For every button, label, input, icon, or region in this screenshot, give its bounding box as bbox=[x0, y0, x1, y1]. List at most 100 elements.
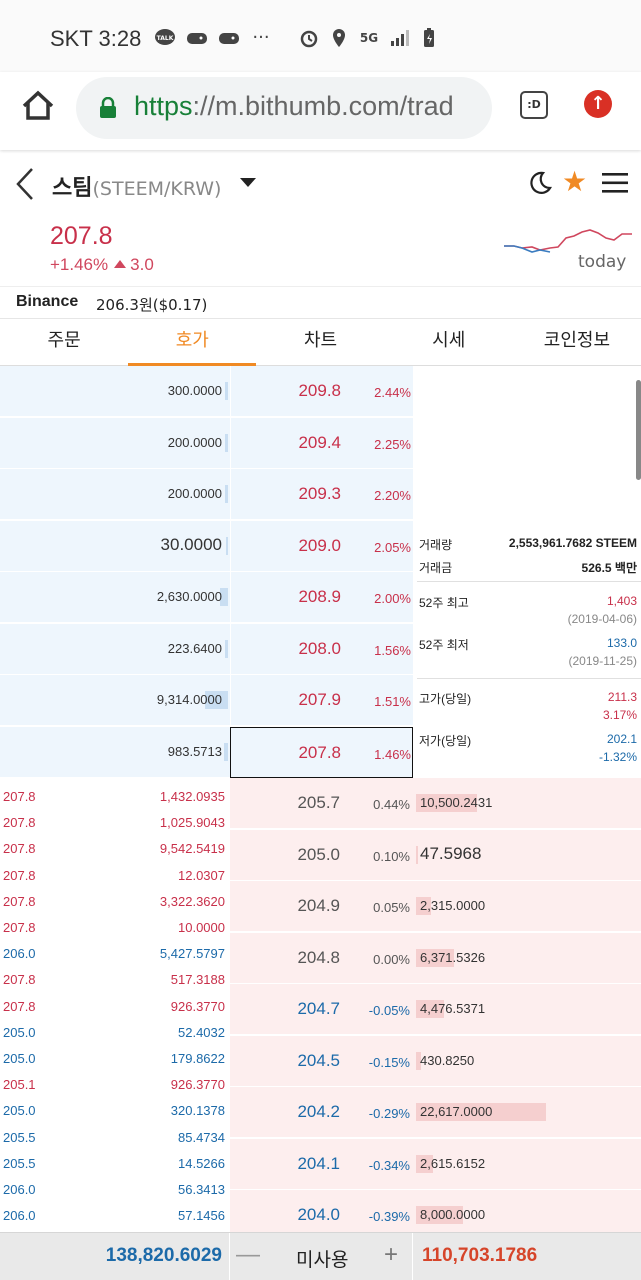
tab-order[interactable]: 주문 bbox=[47, 330, 81, 351]
chevron-down-icon[interactable] bbox=[240, 178, 256, 187]
binance-price-row: Binance 206.3원($0.17) bbox=[0, 286, 641, 318]
ask-percent: 2.20% bbox=[374, 488, 411, 503]
bid-volume-bar bbox=[416, 1051, 421, 1070]
url-bar[interactable]: https://m.bithumb.com/trad bbox=[76, 77, 492, 139]
menu-icon[interactable] bbox=[602, 172, 628, 194]
bid-row[interactable]: 204.7 -0.05% 4,476.5371 bbox=[230, 984, 641, 1035]
bid-row[interactable]: 204.1 -0.34% 2,615.6152 bbox=[230, 1138, 641, 1190]
tab-coin-info[interactable]: 코인정보 bbox=[543, 330, 611, 351]
trade-row: 205.1 926.3770 bbox=[0, 1072, 230, 1098]
trade-row: 207.8 517.3188 bbox=[0, 967, 230, 993]
back-icon[interactable] bbox=[14, 166, 36, 202]
ask-price: 208.9 bbox=[298, 587, 341, 606]
ask-price-cell[interactable]: 209.4 2.25% bbox=[230, 417, 413, 469]
bid-price-cell[interactable]: 204.8 0.00% bbox=[230, 933, 413, 984]
bid-total: 110,703.1786 bbox=[422, 1245, 538, 1266]
trade-row: 207.8 1,025.9043 bbox=[0, 810, 230, 836]
trade-quantity: 85.4734 bbox=[178, 1129, 225, 1145]
home-icon[interactable] bbox=[20, 88, 56, 124]
bid-price-cell[interactable]: 204.7 -0.05% bbox=[230, 984, 413, 1035]
ask-price-cell[interactable]: 209.8 2.44% bbox=[230, 366, 413, 417]
alarm-icon bbox=[298, 28, 320, 48]
trade-quantity: 52.4032 bbox=[178, 1024, 225, 1040]
price-change: +1.46% 3.0 bbox=[50, 255, 154, 274]
ask-price-cell[interactable]: 209.3 2.20% bbox=[230, 469, 413, 520]
bid-row[interactable]: 205.0 0.10% 47.5968 bbox=[230, 829, 641, 881]
high52-value: 1,403 bbox=[606, 594, 637, 608]
trade-row: 207.8 9,542.5419 bbox=[0, 836, 230, 862]
plus-button[interactable]: + bbox=[384, 1241, 399, 1268]
ask-row[interactable]: 30.0000 209.0 2.05% bbox=[0, 520, 413, 572]
ask-percent: 1.56% bbox=[374, 642, 411, 658]
day-high-label: 고가(당일) bbox=[419, 692, 472, 706]
trade-quantity: 926.3770 bbox=[170, 1077, 225, 1093]
ask-row[interactable]: 983.5713 207.8 1.46% bbox=[0, 726, 413, 778]
minus-button[interactable]: — bbox=[236, 1241, 260, 1268]
moon-icon[interactable] bbox=[526, 170, 552, 196]
bid-row[interactable]: 204.0 -0.39% 8,000.0000 bbox=[230, 1190, 641, 1232]
bid-price-cell[interactable]: 204.1 -0.34% bbox=[230, 1139, 413, 1190]
coin-header: 스팀(STEEM/KRW) ★ bbox=[0, 150, 641, 220]
bid-price-cell[interactable]: 205.0 0.10% bbox=[230, 830, 413, 881]
bid-percent: -0.39% bbox=[368, 1209, 410, 1224]
tab-orderbook[interactable]: 호가 bbox=[128, 319, 257, 366]
tab-market[interactable]: 시세 bbox=[432, 330, 466, 351]
bid-volume-bar bbox=[416, 1206, 463, 1224]
ask-price-cell[interactable]: 207.8 1.46% bbox=[230, 726, 413, 778]
star-icon[interactable]: ★ bbox=[562, 165, 588, 198]
ask-row[interactable]: 200.0000 209.4 2.25% bbox=[0, 417, 413, 469]
bid-price-cell[interactable]: 204.9 0.05% bbox=[230, 881, 413, 932]
coin-title[interactable]: 스팀(STEEM/KRW) bbox=[52, 170, 221, 202]
battery-icon bbox=[418, 28, 440, 48]
bid-row[interactable]: 204.2 -0.29% 22,617.0000 bbox=[230, 1087, 641, 1138]
bid-row[interactable]: 205.7 0.44% 10,500.2431 bbox=[230, 778, 641, 829]
trade-quantity: 57.1456 bbox=[178, 1208, 225, 1224]
bid-price-cell[interactable]: 204.5 -0.15% bbox=[230, 1036, 413, 1087]
location-icon bbox=[328, 28, 350, 48]
ask-row[interactable]: 9,314.0000 207.9 1.51% bbox=[0, 675, 413, 726]
tab-chart[interactable]: 차트 bbox=[303, 330, 338, 351]
bid-percent: -0.29% bbox=[368, 1106, 410, 1121]
ask-volume-bar bbox=[226, 536, 228, 555]
trade-row: 206.0 56.3413 bbox=[0, 1177, 230, 1203]
bid-row[interactable]: 204.5 -0.15% 430.8250 bbox=[230, 1035, 641, 1087]
bid-price-cell[interactable]: 204.2 -0.29% bbox=[230, 1087, 413, 1138]
trade-row: 207.8 926.3770 bbox=[0, 994, 230, 1020]
coin-pair: (STEEM/KRW) bbox=[92, 178, 222, 200]
trade-price: 207.8 bbox=[3, 867, 36, 883]
ask-price-cell[interactable]: 208.0 1.56% bbox=[230, 623, 413, 675]
bid-row[interactable]: 204.8 0.00% 6,371.5326 bbox=[230, 932, 641, 984]
ask-row[interactable]: 223.6400 208.0 1.56% bbox=[0, 623, 413, 675]
bid-price-cell[interactable]: 204.0 -0.39% bbox=[230, 1190, 413, 1232]
bid-row[interactable]: 204.9 0.05% 2,315.0000 bbox=[230, 881, 641, 932]
ask-price: 207.8 bbox=[298, 742, 341, 762]
trade-quantity: 1,432.0935 bbox=[159, 789, 225, 804]
signal-icon bbox=[388, 28, 410, 48]
bid-price-cell[interactable]: 205.7 0.44% bbox=[230, 778, 413, 829]
trade-row: 207.8 12.0307 bbox=[0, 863, 230, 889]
trade-row: 205.5 14.5266 bbox=[0, 1151, 230, 1177]
ask-row[interactable]: 200.0000 209.3 2.20% bbox=[0, 469, 413, 520]
trade-price: 207.8 bbox=[3, 920, 36, 935]
ask-price-cell[interactable]: 207.9 1.51% bbox=[230, 675, 413, 726]
scrollbar[interactable] bbox=[636, 380, 641, 480]
ask-price-cell[interactable]: 209.0 2.05% bbox=[230, 520, 413, 572]
trade-quantity: 5,427.5797 bbox=[159, 946, 225, 962]
ask-price: 209.3 bbox=[298, 484, 341, 503]
ask-percent: 2.00% bbox=[374, 591, 411, 606]
ask-quantity: 9,314.0000 bbox=[156, 692, 222, 707]
tab-switcher-button[interactable]: :D bbox=[520, 91, 548, 119]
bid-volume-bar bbox=[416, 1103, 546, 1121]
ask-row[interactable]: 300.0000 209.8 2.44% bbox=[0, 366, 413, 417]
ask-percent: 2.44% bbox=[374, 385, 411, 400]
unused-label[interactable]: 미사용 bbox=[296, 1250, 349, 1271]
ask-volume-bar bbox=[205, 691, 228, 709]
trade-row: 206.0 57.1456 bbox=[0, 1203, 230, 1229]
ask-row[interactable]: 2,630.0000 208.9 2.00% bbox=[0, 572, 413, 623]
carrier-time: SKT 3:28 bbox=[50, 26, 142, 51]
divider bbox=[417, 678, 641, 679]
update-icon[interactable]: ↑ bbox=[584, 90, 612, 118]
ask-percent: 1.51% bbox=[374, 694, 411, 709]
trade-price: 206.0 bbox=[3, 946, 36, 962]
ask-price-cell[interactable]: 208.9 2.00% bbox=[230, 572, 413, 623]
